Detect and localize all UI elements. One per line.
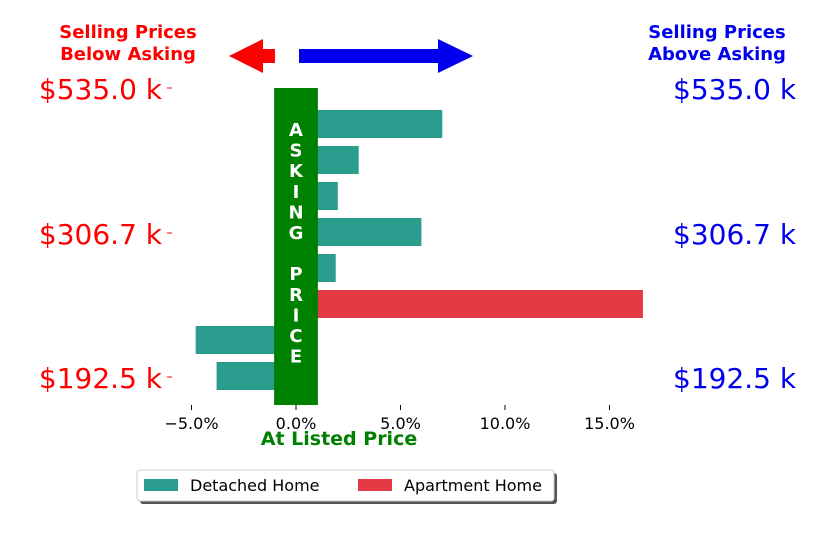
price-label-right-mid: $306.7 k [673,218,797,251]
asking-price-letter: N [288,202,303,223]
legend: Detached Home Apartment Home [136,469,557,504]
x-axis-label: At Listed Price [261,428,417,450]
header-right-line1: Selling Prices [648,22,785,43]
asking-price-letter: K [289,161,304,182]
asking-price-letter: P [289,264,302,285]
price-label-right-bottom: $192.5 k [673,362,797,395]
x-tick-label: 5.0% [380,414,421,433]
x-tick-label: 0.0% [276,414,317,433]
bars-group [195,110,643,390]
price-label-left-top: $535.0 k [39,73,163,106]
price-label-left-mid: $306.7 k [39,218,163,251]
asking-price-letter: G [289,223,304,244]
header-left-line1: Selling Prices [59,22,196,43]
bar [296,110,443,138]
asking-price-letter: C [289,326,302,347]
header-right-line2: Above Asking [648,44,786,65]
price-label-left-bottom: $192.5 k [39,362,163,395]
x-tick-label: 10.0% [480,414,531,433]
header-left-line2: Below Asking [60,44,196,65]
x-axis: −5.0% 0.0% 5.0% 10.0% 15.0% [164,405,635,433]
legend-swatch-detached [144,479,178,491]
x-tick-label: −5.0% [164,414,218,433]
legend-swatch-apartment [358,479,392,491]
asking-price-letter: R [289,285,303,306]
asking-price-letter: A [289,120,303,141]
left-arrow-icon [229,39,275,73]
legend-label-detached: Detached Home [190,476,320,495]
asking-price-letter: I [293,305,300,326]
price-label-right-top: $535.0 k [673,73,797,106]
legend-box [136,469,555,502]
asking-price-letter: I [293,182,300,203]
asking-price-letter: E [290,347,302,368]
legend-label-apartment: Apartment Home [404,476,542,495]
right-arrow-icon [299,39,473,73]
asking-price-letter: S [290,141,303,162]
bar [296,290,643,318]
asking-price-band [274,88,318,405]
x-tick-label: 15.0% [584,414,635,433]
